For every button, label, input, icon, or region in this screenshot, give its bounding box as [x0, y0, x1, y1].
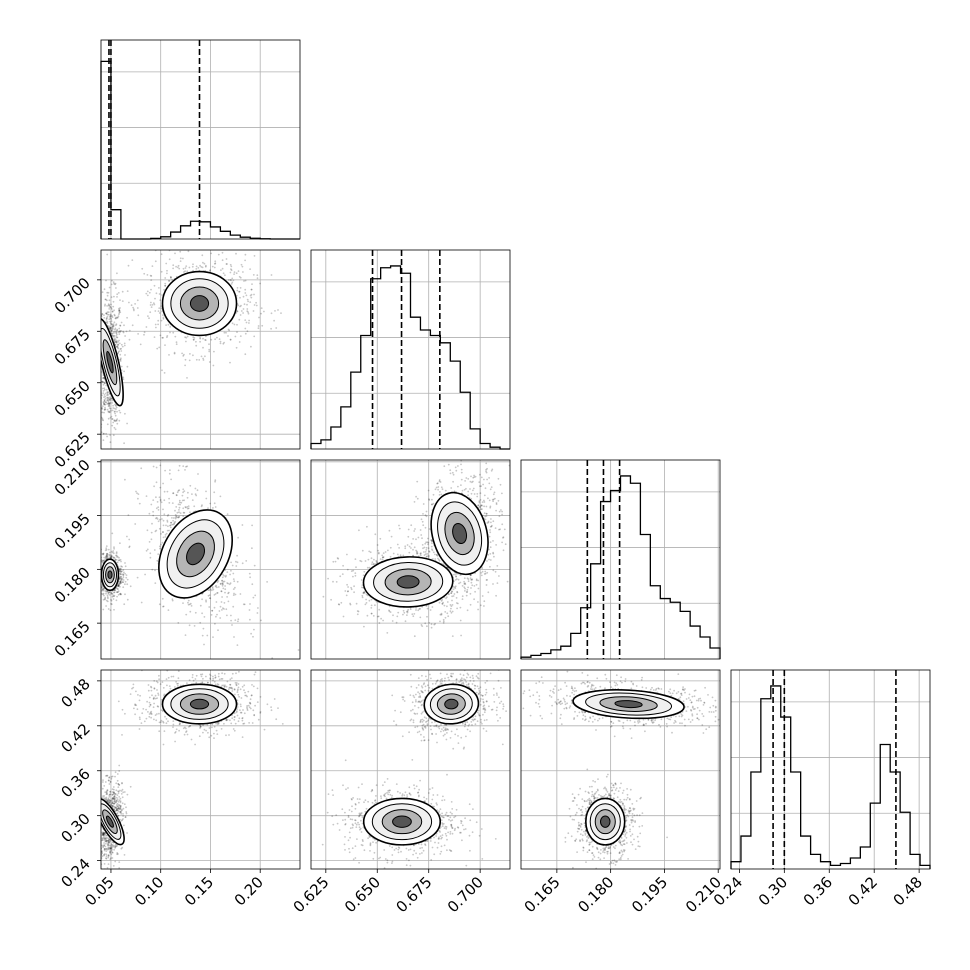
contour-set	[572, 689, 685, 720]
contour-level	[106, 350, 114, 374]
y-tick-label: 0.165	[51, 617, 94, 660]
y-tick-label: 0.24	[57, 855, 93, 891]
contour-set	[430, 491, 489, 576]
x-tick-label: 0.42	[845, 873, 881, 909]
x-tick-label: 0.180	[574, 873, 617, 916]
x-tick-label: 0.195	[628, 873, 671, 916]
x-tick-label: 0.36	[800, 873, 836, 909]
histogram-step	[310, 265, 510, 450]
x-axis-4: 0.24 0.30 0.36 0.42 0.48	[710, 869, 926, 909]
joint-panel-3-2	[310, 459, 511, 660]
contour-level	[189, 295, 210, 312]
contour-set	[161, 683, 238, 725]
panel-background	[101, 40, 300, 239]
histogram-step	[730, 685, 931, 869]
x-tick-label: 0.625	[290, 873, 333, 916]
contour-set	[158, 509, 233, 599]
contour-level	[444, 698, 459, 710]
joint-panel-4-1	[100, 669, 301, 870]
x-tick-label: 0.05	[81, 873, 117, 909]
y-tick-label: 0.650	[51, 377, 94, 420]
x-axis-1: 0.05 0.10 0.15 0.20	[81, 869, 267, 909]
contour-set	[161, 270, 238, 337]
histogram-panel-2	[310, 249, 511, 450]
contour-level	[105, 815, 114, 828]
contour-level	[186, 542, 206, 566]
scatter-points	[101, 670, 284, 869]
panel-frame	[520, 459, 721, 660]
contour-set	[362, 556, 454, 608]
histogram-panel-1	[100, 39, 301, 240]
contour-set	[101, 797, 125, 846]
y-tick-label: 0.195	[51, 510, 94, 553]
y-tick-label: 0.180	[51, 563, 94, 606]
panel-frame	[310, 669, 511, 870]
joint-panel-4-3	[520, 669, 721, 870]
contour-set	[101, 317, 124, 407]
contour-set	[101, 558, 120, 592]
x-tick-label: 0.10	[131, 873, 167, 909]
contour-set	[585, 797, 626, 846]
panel-frame	[730, 669, 931, 870]
x-tick-label: 0.650	[341, 873, 384, 916]
y-tick-label: 0.48	[57, 675, 93, 711]
x-tick-label: 0.48	[890, 873, 926, 909]
y-tick-label: 0.30	[57, 810, 93, 846]
histogram-panel-3	[520, 459, 721, 660]
contour-level	[599, 815, 611, 828]
panel-frame	[100, 39, 301, 240]
y-tick-label: 0.36	[57, 765, 93, 801]
x-tick-label: 0.675	[392, 873, 435, 916]
x-tick-label: 0.700	[444, 873, 487, 916]
y-tick-label: 0.700	[51, 274, 94, 317]
panel-frame	[520, 669, 721, 870]
y-tick-label: 0.42	[57, 720, 93, 756]
x-tick-label: 0.30	[755, 873, 791, 909]
contour-level	[392, 815, 412, 828]
y-tick-label: 0.675	[51, 325, 94, 368]
x-axis-2: 0.625 0.650 0.675 0.700	[290, 869, 487, 916]
x-tick-label: 0.15	[181, 873, 217, 909]
contour-level	[452, 522, 468, 545]
histogram-step	[520, 475, 721, 659]
contour-level	[189, 698, 210, 710]
panel-frame	[310, 459, 511, 660]
x-tick-label: 0.165	[521, 873, 564, 916]
histogram-panel-4	[730, 669, 931, 870]
joint-panel-2-1	[100, 249, 301, 450]
contour-level	[107, 570, 113, 580]
contour-level	[614, 700, 643, 709]
joint-panel-4-2	[310, 669, 511, 870]
x-axis-3: 0.165 0.180 0.195 0.210	[521, 869, 725, 916]
contour-level	[396, 575, 420, 589]
panel-frame	[100, 459, 301, 660]
panel-frame	[100, 669, 301, 870]
joint-panel-3-1	[100, 459, 301, 660]
contour-set	[423, 683, 480, 725]
panel-background	[731, 670, 930, 869]
panel-background	[521, 460, 720, 659]
panel-frame	[310, 249, 511, 450]
panel-frame	[100, 249, 301, 450]
contour-set	[362, 797, 442, 846]
x-tick-label: 0.20	[231, 873, 267, 909]
y-axis-4: 0.24 0.30 0.36 0.42 0.48	[57, 675, 101, 891]
